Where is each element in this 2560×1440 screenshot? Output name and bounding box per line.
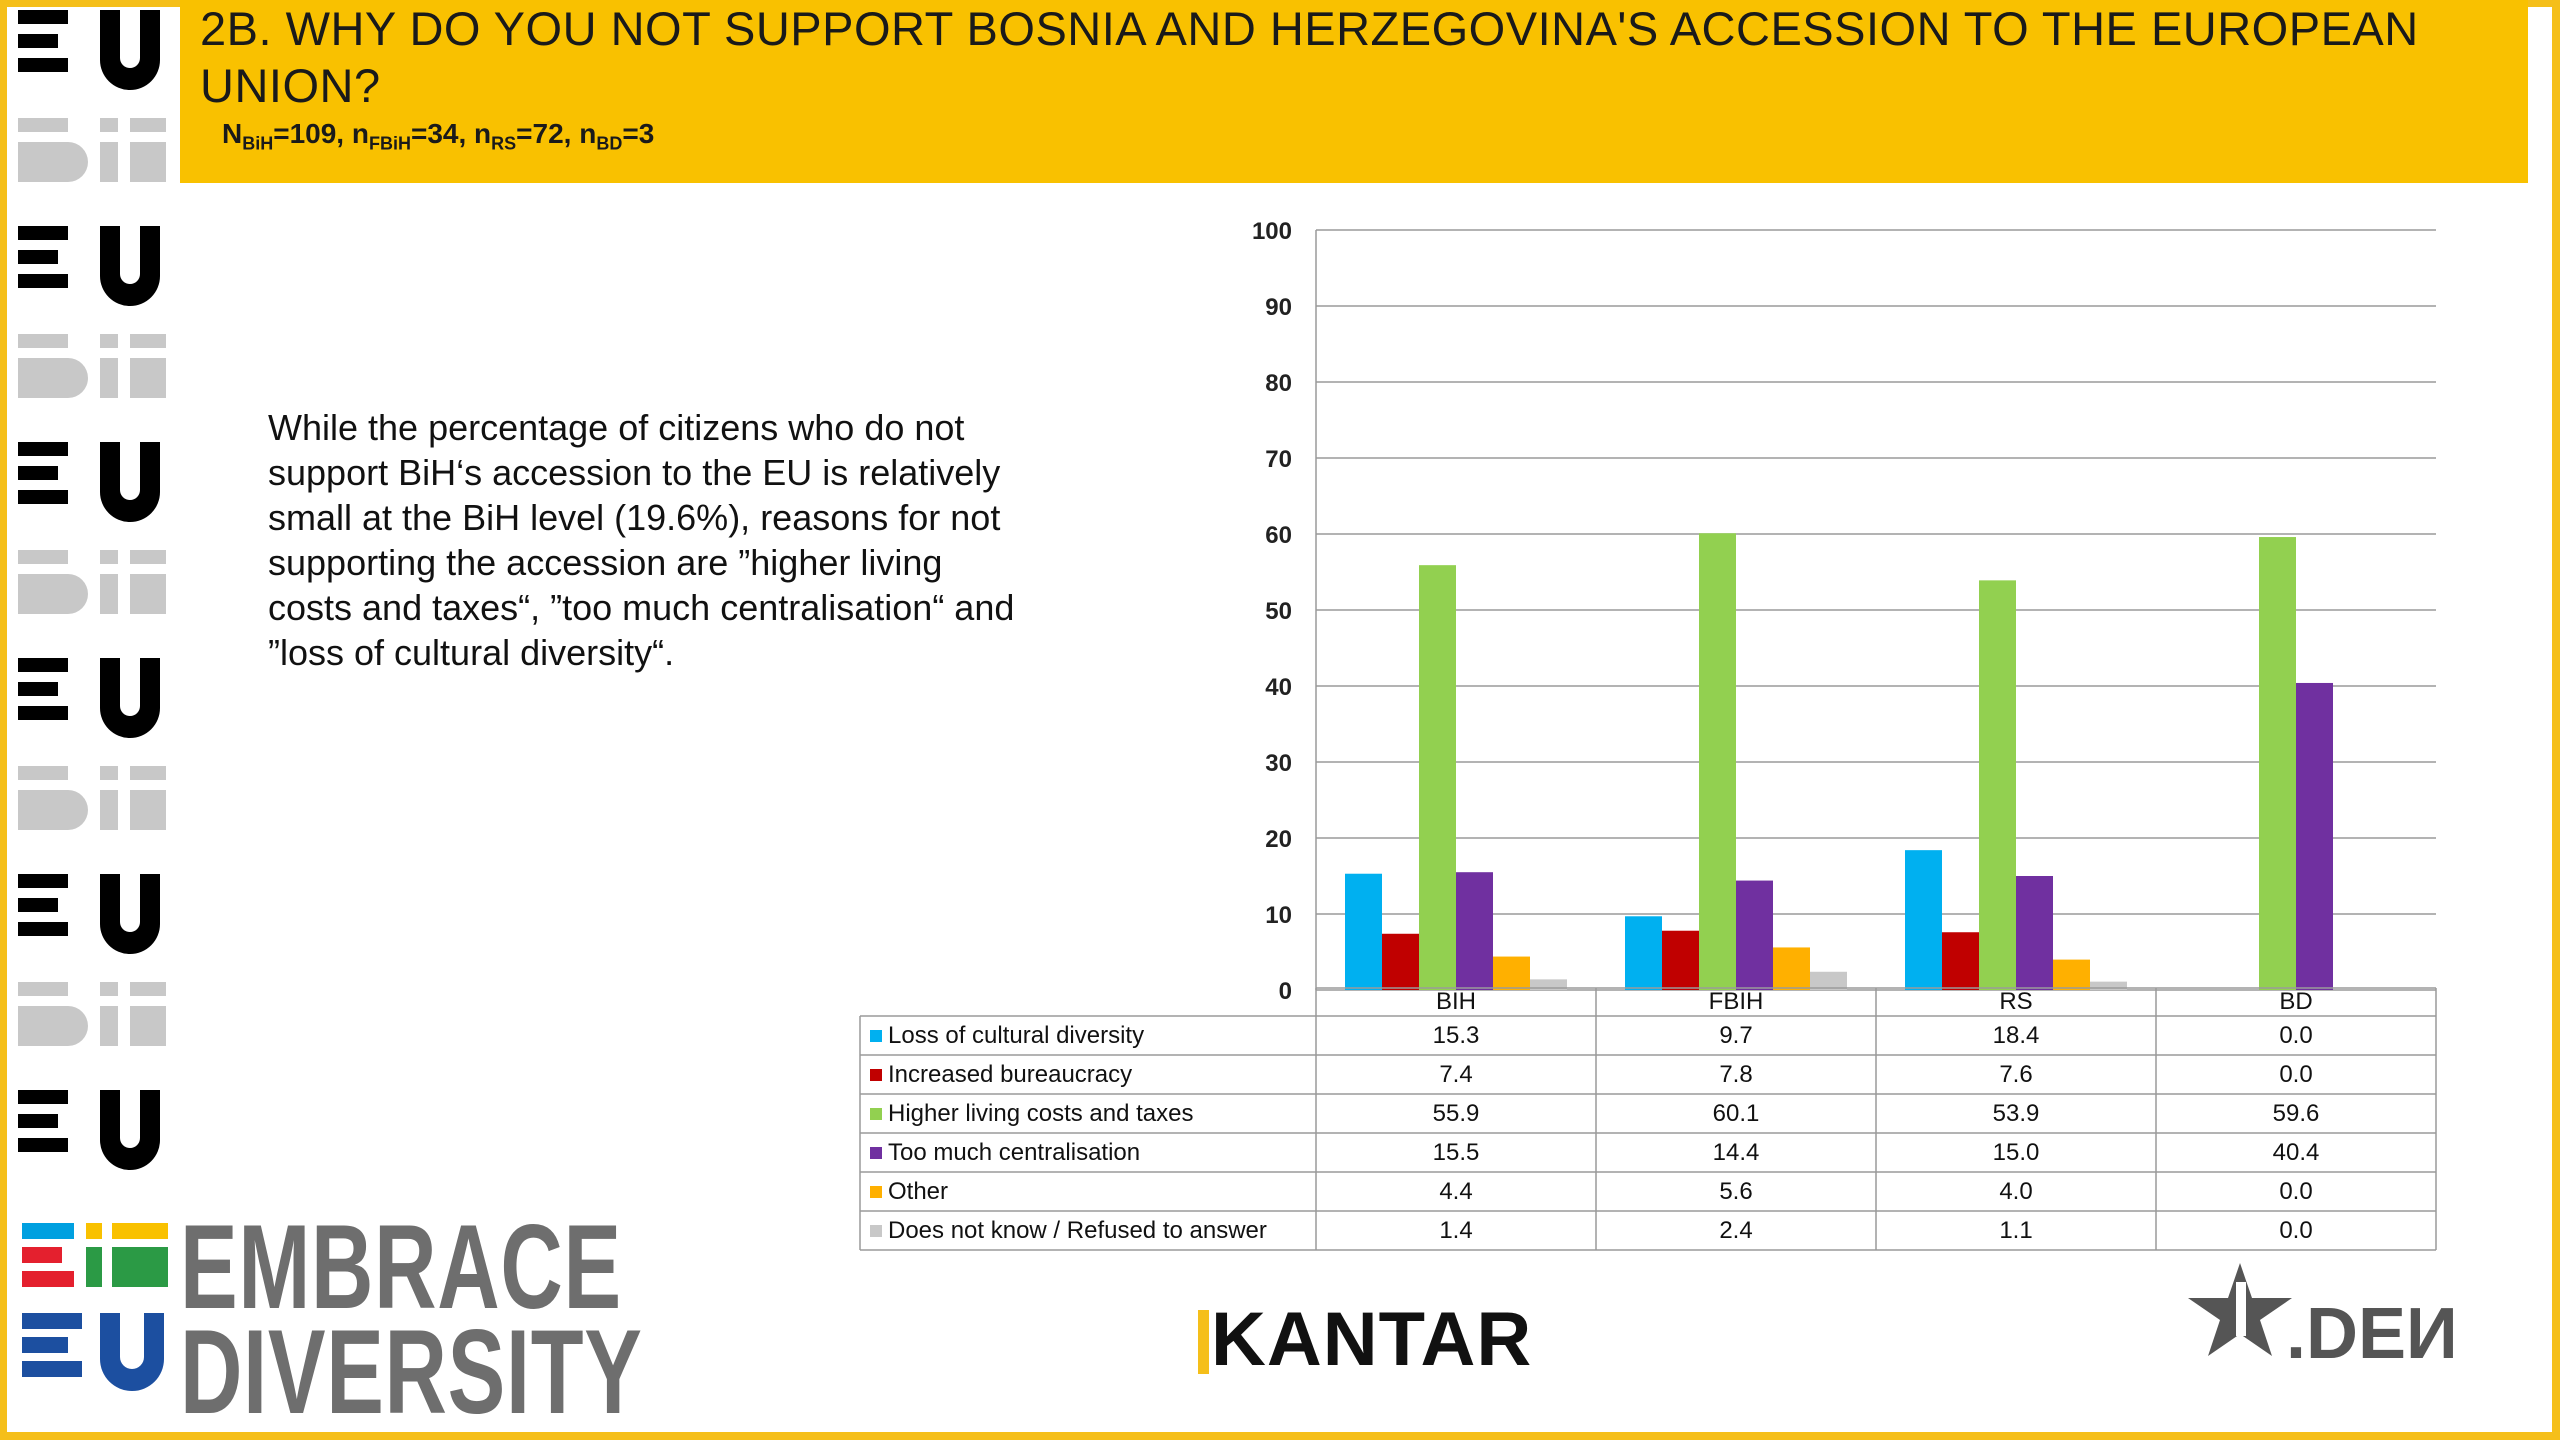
bar <box>1419 565 1456 990</box>
data-label: 0.0 <box>2279 1217 2313 1244</box>
bar <box>2016 876 2053 990</box>
legend-entry: Increased bureaucracy <box>860 1055 1316 1094</box>
embrace-diversity-wordmark: EMBRACE DIVERSITY <box>180 1200 643 1439</box>
bar <box>1979 580 2016 990</box>
data-label: 14.4 <box>1712 1139 1760 1166</box>
x-tick-label: BD <box>2279 988 2313 1015</box>
table-row: Other 4.4 5.6 4.0 0.0 <box>860 1172 2436 1211</box>
legend-entry: Other <box>860 1172 1316 1211</box>
x-tick-label: RS <box>1999 988 2033 1015</box>
bar <box>1382 933 1419 990</box>
y-tick-label: 10 <box>1265 902 1292 929</box>
bar <box>2259 537 2296 990</box>
legend-swatch <box>870 1069 882 1081</box>
x-tick-label: FBIH <box>1708 988 1764 1015</box>
bar <box>1773 947 1810 990</box>
data-label: 2.4 <box>1719 1217 1753 1244</box>
y-tick-label: 0 <box>1279 978 1292 1005</box>
data-label: 7.6 <box>1999 1061 2033 1088</box>
data-label: 4.0 <box>1999 1178 2033 1205</box>
embrace-diversity-logo <box>22 1223 168 1391</box>
y-tick-label: 90 <box>1265 294 1292 321</box>
y-tick-label: 20 <box>1265 826 1292 853</box>
data-label: 53.9 <box>1992 1100 2040 1127</box>
y-tick-label: 100 <box>1252 218 1292 245</box>
bar <box>1625 916 1662 990</box>
bar <box>1662 930 1699 990</box>
data-label: 59.6 <box>2272 1100 2320 1127</box>
frame-bottom <box>0 1432 2560 1440</box>
den-wordmark: .DEИ <box>2286 1294 2458 1374</box>
den-logo: .DEИ <box>2188 1263 2458 1374</box>
data-label: 60.1 <box>1712 1100 1760 1127</box>
data-label: 9.7 <box>1719 1022 1753 1049</box>
bar <box>2296 682 2333 990</box>
legend-swatch <box>870 1225 882 1237</box>
table-row: Does not know / Refused to answer 1.4 2.4 1… <box>860 1211 2436 1250</box>
table-row: Increased bureaucracy 7.4 7.8 7.6 0.0 <box>860 1055 2436 1094</box>
y-tick-label: 40 <box>1265 674 1292 701</box>
y-tick-label: 50 <box>1265 598 1292 625</box>
legend-label: Loss of cultural diversity <box>888 1022 1145 1049</box>
legend-label: Higher living costs and taxes <box>888 1100 1194 1127</box>
bih-eu-pattern-icon <box>18 10 166 1170</box>
legend-label: Increased bureaucracy <box>888 1061 1133 1088</box>
data-label: 1.4 <box>1439 1217 1473 1244</box>
data-label: 5.6 <box>1719 1178 1753 1205</box>
bar <box>1942 932 1979 990</box>
data-label: 0.0 <box>2279 1061 2313 1088</box>
bar <box>1810 971 1847 990</box>
legend-entry: Too much centralisation <box>860 1133 1316 1172</box>
commentary-text: While the percentage of citizens who do … <box>268 407 1015 673</box>
data-label: 7.4 <box>1439 1061 1473 1088</box>
legend-swatch <box>870 1108 882 1120</box>
frame-right <box>2552 0 2560 1440</box>
legend-swatch <box>870 1030 882 1042</box>
legend-entry: Loss of cultural diversity <box>860 1016 1316 1055</box>
data-label: 15.3 <box>1432 1022 1480 1049</box>
legend-swatch <box>870 1147 882 1159</box>
data-label: 7.8 <box>1719 1061 1753 1088</box>
legend-label: Other <box>888 1178 949 1205</box>
data-label: 15.5 <box>1432 1139 1480 1166</box>
y-tick-label: 60 <box>1265 522 1292 549</box>
legend-entry: Higher living costs and taxes <box>860 1094 1316 1133</box>
bar <box>1493 956 1530 990</box>
data-label: 4.4 <box>1439 1178 1473 1205</box>
sample-size-line: NBiH=109, nFBiH=34, nRS=72, nBD=3 <box>222 118 655 154</box>
table-row: Loss of cultural diversity 15.3 9.7 18.4 0.0 <box>860 1016 2436 1055</box>
legend-label: Does not know / Refused to answer <box>888 1217 1267 1244</box>
bar <box>1345 873 1382 990</box>
data-label: 40.4 <box>2272 1139 2320 1166</box>
bar <box>1699 533 1736 990</box>
data-label: 18.4 <box>1992 1022 2040 1049</box>
bar <box>2090 981 2127 990</box>
bar <box>1530 979 1567 990</box>
data-label: 0.0 <box>2279 1178 2313 1205</box>
y-tick-label: 80 <box>1265 370 1292 397</box>
bar <box>1456 872 1493 990</box>
frame-left <box>0 0 7 1440</box>
table-row: Higher living costs and taxes 55.9 60.1 53.… <box>860 1094 2436 1133</box>
page-title: 2B. WHY DO YOU NOT SUPPORT BOSNIA AND HE… <box>200 2 2419 112</box>
x-tick-label: BIH <box>1435 988 1476 1015</box>
bar <box>1905 850 1942 990</box>
data-label: 1.1 <box>1999 1217 2033 1244</box>
legend-entry: Does not know / Refused to answer <box>860 1211 1316 1250</box>
legend-swatch <box>870 1186 882 1198</box>
bar <box>2053 959 2090 990</box>
kantar-accent <box>1198 1310 1209 1374</box>
title-banner: 2B. WHY DO YOU NOT SUPPORT BOSNIA AND HE… <box>180 0 2528 183</box>
legend-label: Too much centralisation <box>888 1139 1141 1166</box>
data-label: 0.0 <box>2279 1022 2313 1049</box>
y-tick-label: 30 <box>1265 750 1292 777</box>
kantar-logo: KANTAR <box>1211 1297 1533 1382</box>
data-label: 55.9 <box>1432 1100 1480 1127</box>
bar <box>1736 880 1773 990</box>
data-label: 15.0 <box>1992 1139 2040 1166</box>
table-row: Too much centralisation 15.5 14.4 15.0 40.4 <box>860 1133 2436 1172</box>
y-tick-label: 70 <box>1265 446 1292 473</box>
